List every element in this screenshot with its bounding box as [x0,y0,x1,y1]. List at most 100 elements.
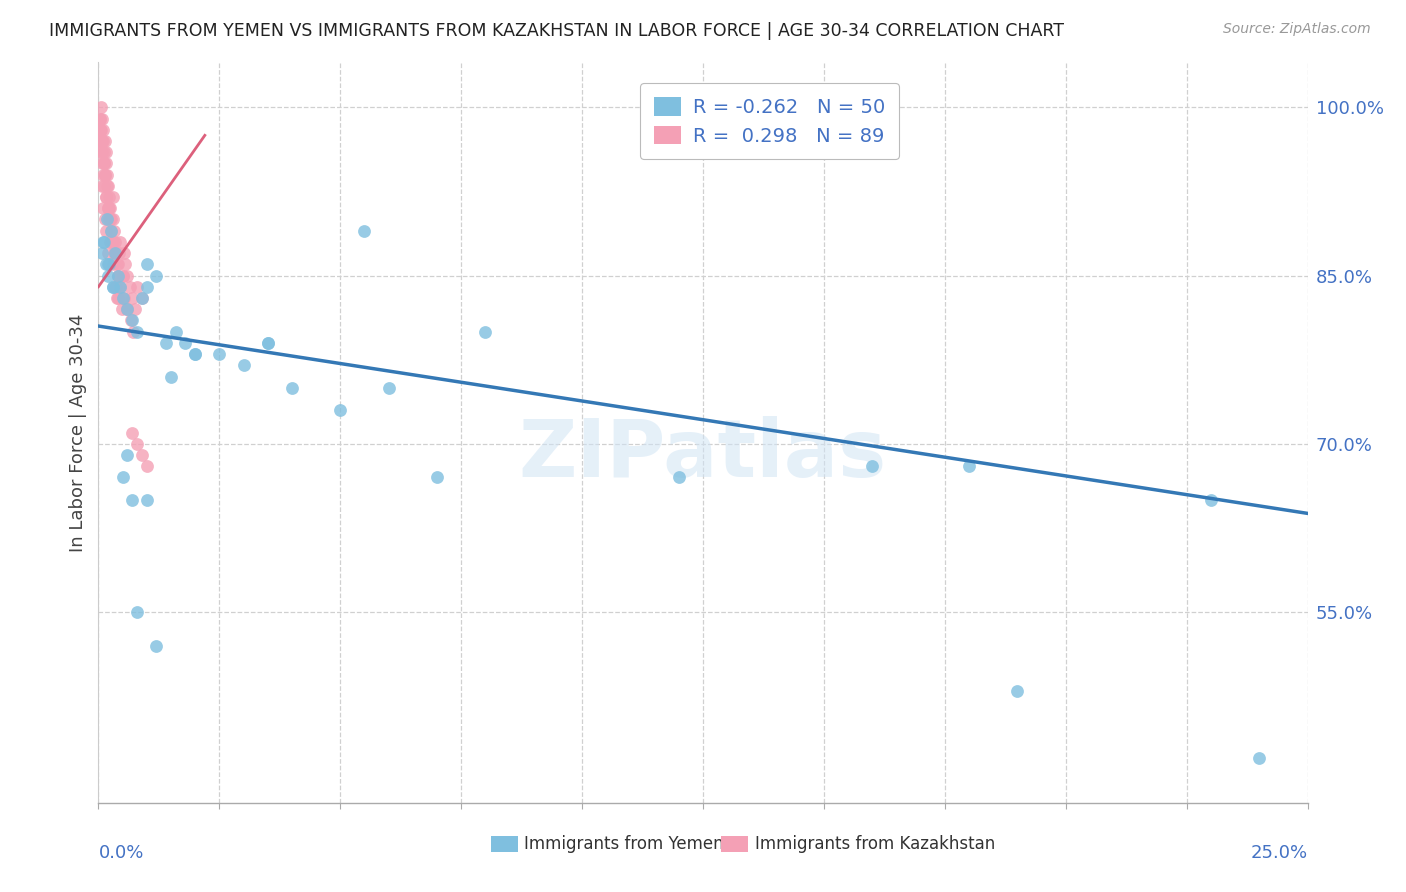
Point [107,257,129,271]
Point [127,325,149,339]
Point [89,112,111,126]
Point [89,112,111,126]
Point [145,639,167,653]
Point [97,268,120,283]
Point [104,235,127,249]
Point [91,168,114,182]
Point [96,156,118,170]
Point [111,470,134,484]
Point [94,145,117,160]
Point [135,280,157,294]
Point [101,235,124,249]
Point [474,325,496,339]
Point [426,470,449,484]
Point [96,190,118,204]
Text: Immigrants from Kazakhstan: Immigrants from Kazakhstan [755,835,995,854]
Point [108,280,131,294]
Point [131,291,153,305]
Point [97,190,120,204]
Point [90,134,112,148]
Point [117,302,139,317]
Point [121,425,143,440]
Point [121,492,143,507]
Point [93,168,115,182]
Point [145,268,167,283]
Bar [492,836,517,853]
Point [107,268,129,283]
Point [96,178,118,193]
Text: Immigrants from Yemen: Immigrants from Yemen [524,835,724,854]
Point [91,122,114,136]
Point [98,257,121,271]
Point [98,201,121,215]
Point [108,280,131,294]
Point [668,470,690,484]
Point [111,291,134,305]
Point [117,448,139,462]
Point [377,381,399,395]
Point [96,168,118,182]
Point [184,347,207,361]
Point [90,178,112,193]
Point [860,459,883,474]
Point [127,280,149,294]
Point [101,280,124,294]
Bar [721,836,748,853]
Point [89,122,111,136]
Point [98,201,121,215]
Point [96,212,118,227]
Point [97,201,120,215]
Point [91,134,114,148]
Legend: R = -0.262   N = 50, R =  0.298   N = 89: R = -0.262 N = 50, R = 0.298 N = 89 [640,83,898,159]
Text: 25.0%: 25.0% [1250,844,1308,862]
Point [155,335,177,350]
Point [131,291,153,305]
Point [90,156,112,170]
Point [1249,751,1271,765]
Text: 0.0%: 0.0% [98,844,143,862]
Point [111,302,134,317]
Point [93,156,115,170]
Point [91,201,114,215]
Point [101,235,124,249]
Point [135,257,157,271]
Point [117,302,139,317]
Point [93,212,115,227]
Point [97,257,120,271]
Point [101,280,124,294]
Point [105,291,128,305]
Point [94,134,117,148]
Point [256,335,278,350]
Point [353,224,375,238]
Text: ZIPatlas: ZIPatlas [519,416,887,494]
Text: IMMIGRANTS FROM YEMEN VS IMMIGRANTS FROM KAZAKHSTAN IN LABOR FORCE | AGE 30-34 C: IMMIGRANTS FROM YEMEN VS IMMIGRANTS FROM… [49,22,1064,40]
Point [232,359,254,373]
Point [93,168,115,182]
Point [957,459,980,474]
Point [107,246,129,260]
Point [121,291,143,305]
Point [124,302,146,317]
Point [120,313,142,327]
Point [104,280,127,294]
Point [91,134,114,148]
Y-axis label: In Labor Force | Age 30-34: In Labor Force | Age 30-34 [69,313,87,552]
Point [90,145,112,160]
Point [90,112,112,126]
Point [104,280,127,294]
Point [94,190,117,204]
Point [121,313,143,327]
Text: Source: ZipAtlas.com: Source: ZipAtlas.com [1223,22,1371,37]
Point [108,280,131,294]
Point [90,122,112,136]
Point [165,325,187,339]
Point [117,302,139,317]
Point [91,246,114,260]
Point [112,291,135,305]
Point [118,280,141,294]
Point [104,246,127,260]
Point [111,268,134,283]
Point [93,235,115,249]
Point [98,235,121,249]
Point [89,122,111,136]
